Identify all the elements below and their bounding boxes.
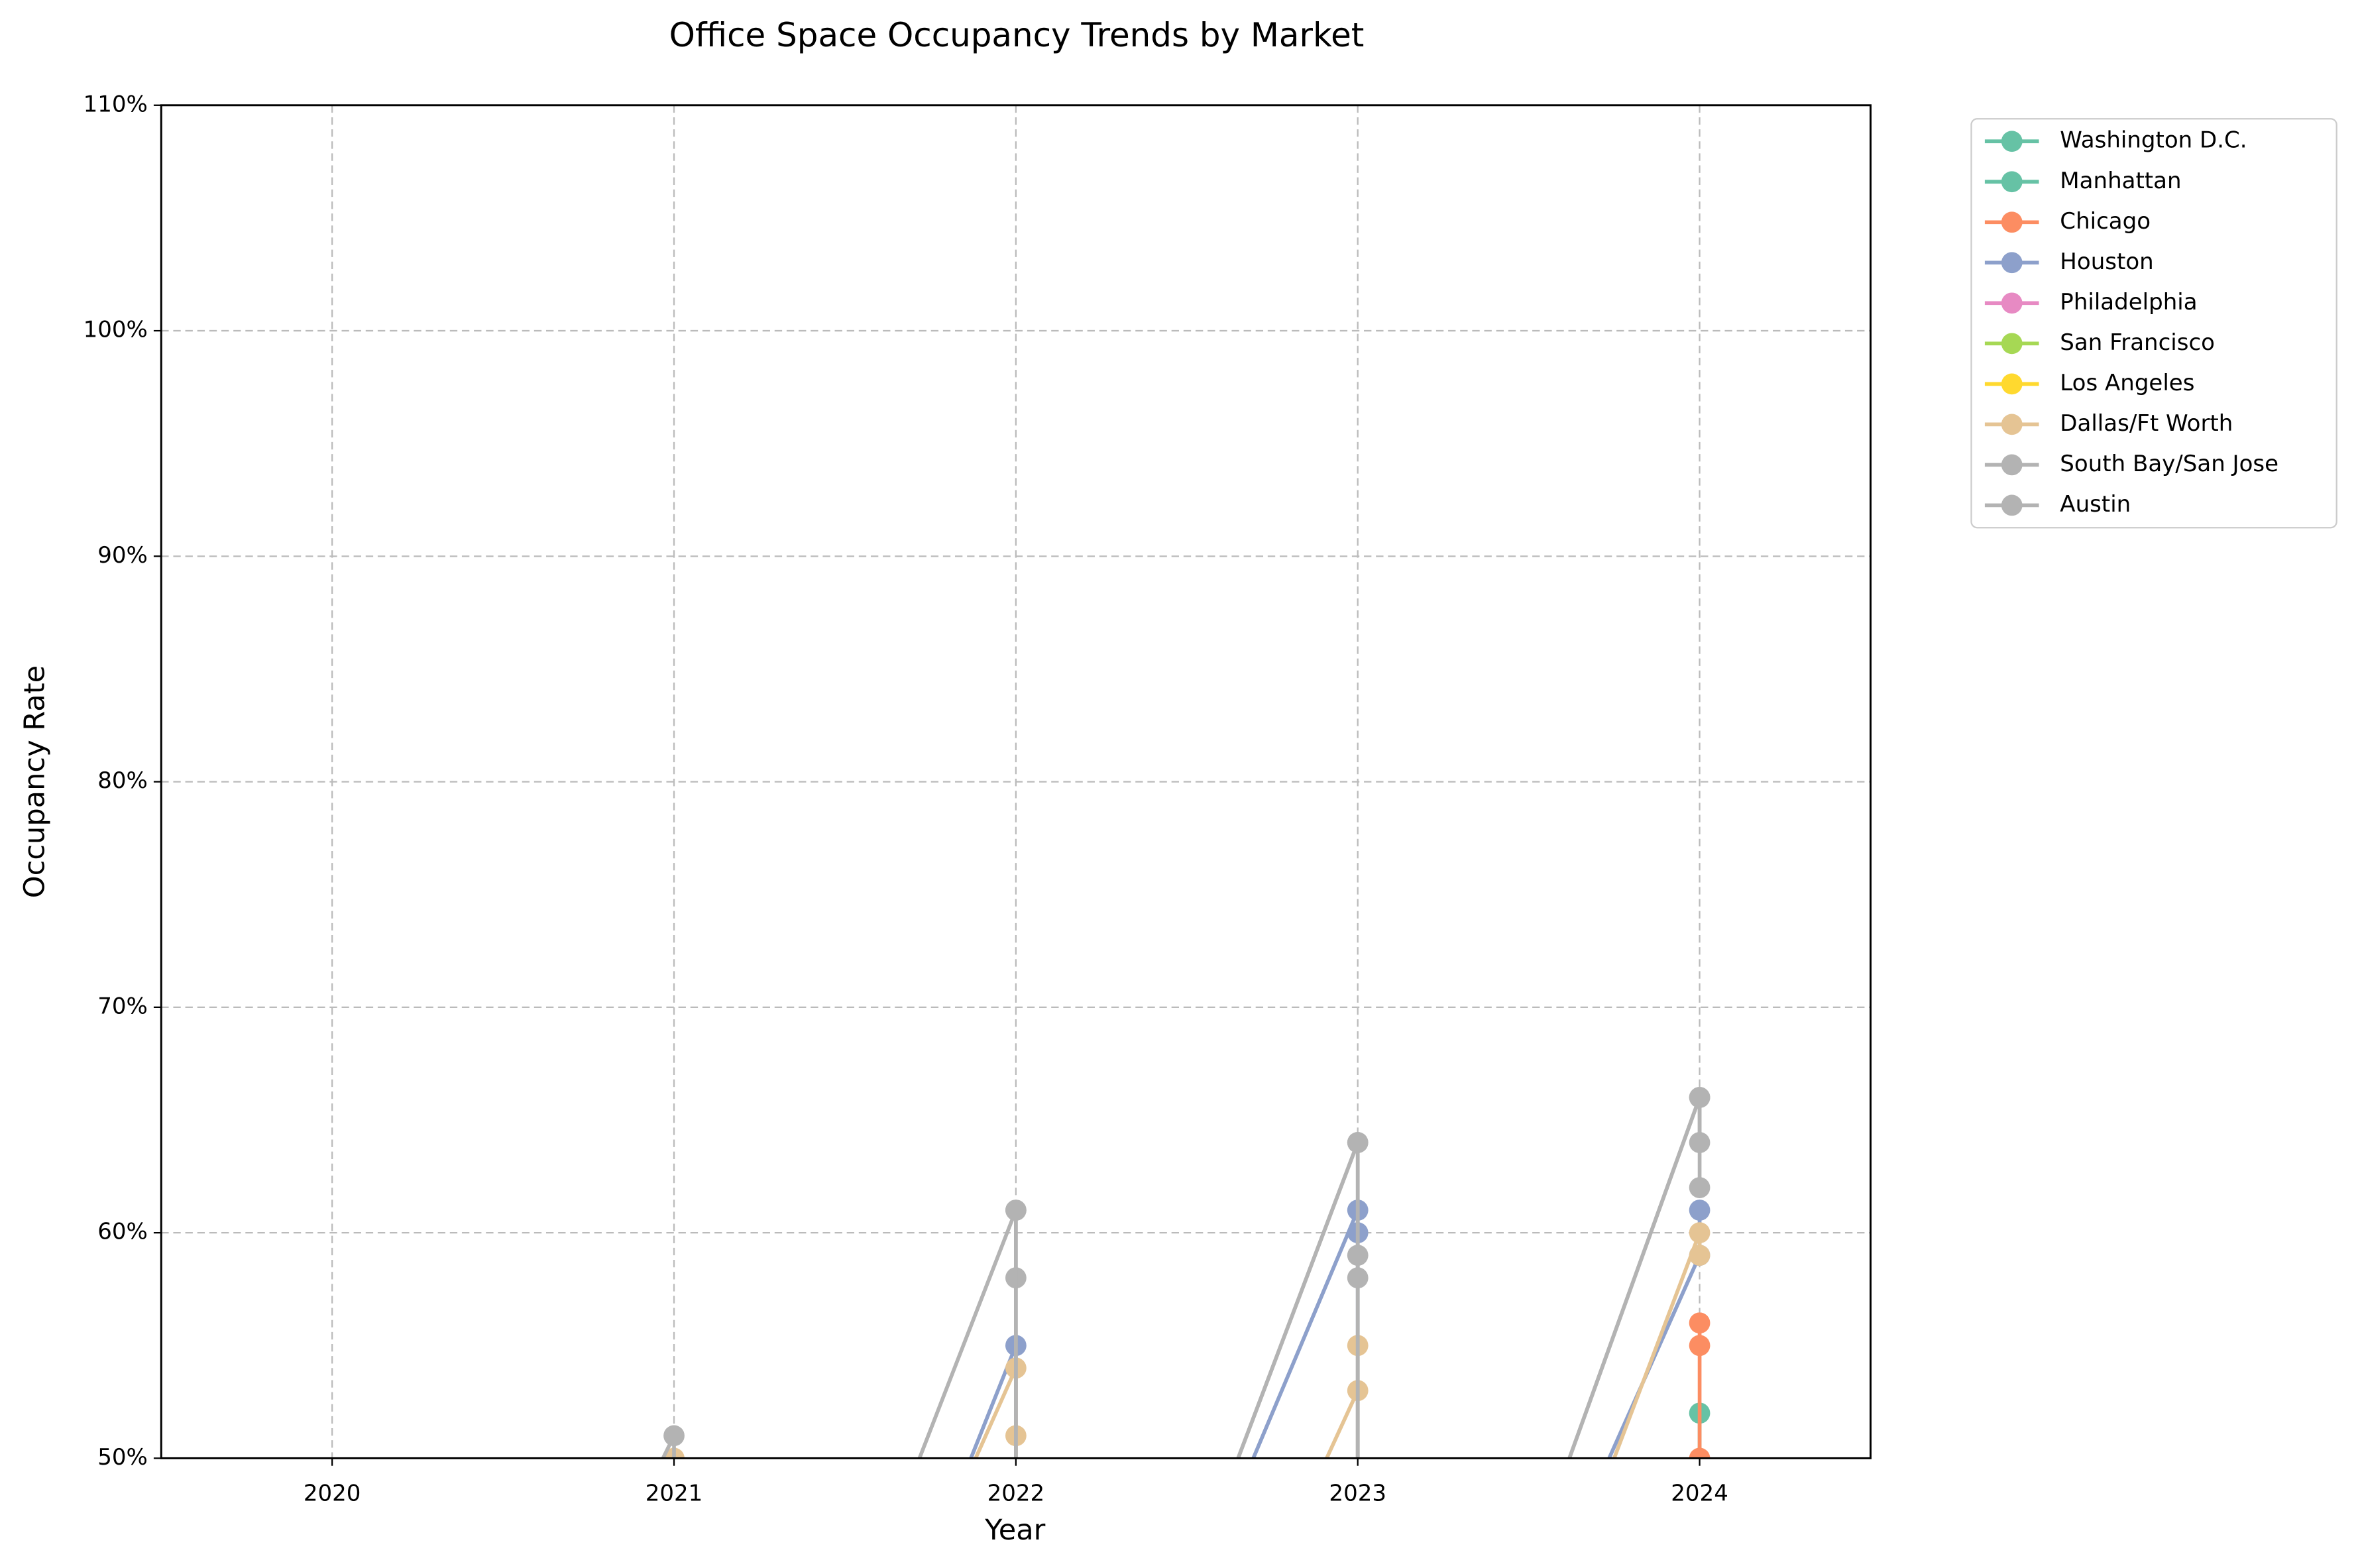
legend-marker <box>2001 211 2023 233</box>
data-point <box>1689 1447 1711 1459</box>
legend-label: Houston <box>2060 249 2153 275</box>
y-tick-label: 80% <box>97 767 148 794</box>
legend-label: Washington D.C. <box>2060 127 2247 154</box>
legend-label: Philadelphia <box>2060 289 2197 315</box>
data-point <box>1689 1200 1711 1221</box>
x-tick-label: 2023 <box>1329 1480 1386 1506</box>
series-line <box>1697 1323 1702 1459</box>
legend-label: Dallas/Ft Worth <box>2060 410 2233 437</box>
legend-marker <box>2001 252 2023 274</box>
data-point <box>1347 1132 1369 1153</box>
legend-label: Manhattan <box>2060 168 2181 194</box>
x-tick-label: 2024 <box>1671 1480 1728 1506</box>
legend-label: San Francisco <box>2060 329 2215 356</box>
chart-title: Office Space Occupancy Trends by Market <box>669 16 1365 54</box>
data-point <box>1689 1312 1711 1334</box>
legend-marker <box>2001 454 2023 476</box>
legend: Washington D.C. Manhattan Chicago Houston Ph… <box>1984 127 2278 518</box>
data-point <box>1689 1222 1711 1244</box>
y-tick-label: 100% <box>84 317 148 343</box>
legend-label: Chicago <box>2060 208 2151 235</box>
x-tick-label: 2022 <box>987 1480 1045 1506</box>
legend-box <box>1970 118 2337 529</box>
data-point <box>1689 1132 1711 1153</box>
axes: 50% 60% 70% 80% 90% 100% 110% 2020 2021 2022 2023 2… <box>84 91 1728 1506</box>
legend-label: Austin <box>2060 491 2131 518</box>
x-tick-label: 2020 <box>304 1480 361 1506</box>
legend-marker <box>2001 131 2023 152</box>
legend-label: South Bay/San Jose <box>2060 451 2278 477</box>
y-axis-label: Occupancy Rate <box>18 665 51 898</box>
x-axis-label: Year <box>984 1514 1046 1547</box>
data-point <box>1689 1177 1711 1198</box>
data-point <box>1689 1335 1711 1357</box>
legend-marker <box>2001 373 2023 395</box>
data-point <box>1005 1200 1027 1221</box>
legend-marker <box>2001 171 2023 193</box>
y-tick-label: 50% <box>97 1444 148 1471</box>
y-tick-label: 110% <box>84 91 148 117</box>
legend-marker <box>2001 292 2023 314</box>
data-point <box>663 1425 685 1447</box>
data-point <box>1347 1267 1369 1289</box>
x-tick-label: 2021 <box>646 1480 703 1506</box>
y-tick-label: 60% <box>97 1219 148 1245</box>
data-point <box>1689 1087 1711 1108</box>
legend-marker <box>2001 494 2023 516</box>
y-tick-label: 90% <box>97 542 148 569</box>
legend-marker <box>2001 333 2023 355</box>
y-tick-label: 70% <box>97 993 148 1019</box>
legend-label: Los Angeles <box>2060 370 2194 396</box>
legend-marker <box>2001 414 2023 435</box>
data-point <box>1689 1245 1711 1266</box>
